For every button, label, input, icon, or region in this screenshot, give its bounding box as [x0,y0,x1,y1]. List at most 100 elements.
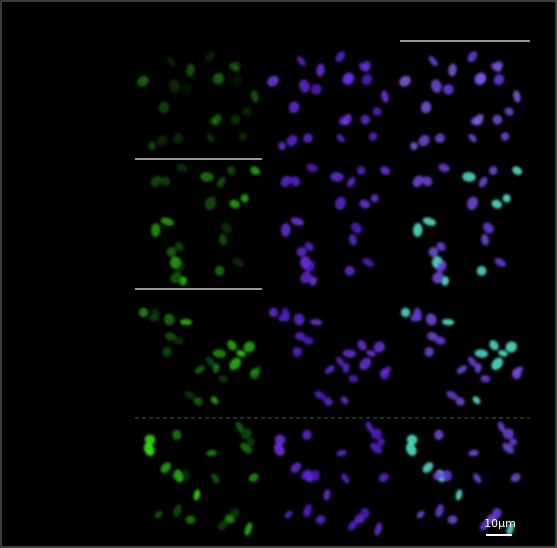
nucleus [162,346,172,357]
nucleus [250,366,262,376]
nucleus [436,260,447,273]
nucleus [406,434,418,445]
nucleus [229,199,241,209]
nucleus [363,60,371,70]
nucleus [502,194,511,203]
nucleus [284,510,293,519]
nucleus [365,421,374,433]
nucleus [472,396,481,405]
nucleus [348,375,359,383]
nucleus [229,507,240,519]
nuclei-layer [137,51,524,536]
nucleus [303,336,314,345]
nucleus [436,241,446,251]
nucleus [455,489,463,501]
nucleus [324,365,335,374]
nucleus [468,449,479,457]
nucleus [170,271,183,284]
nucleus [505,341,518,353]
nucleus [216,176,226,188]
nucleus [244,522,253,536]
nucleus [491,507,502,519]
nucleus [495,60,503,70]
nucleus [433,470,443,481]
nucleus [502,428,514,440]
nucleus [292,346,302,357]
nucleus [447,515,458,524]
nucleus [467,51,478,63]
nucleus [227,340,237,351]
nucleus [335,356,346,367]
nucleus [478,176,488,188]
nucleus [309,469,320,482]
nucleus [497,421,506,433]
nucleus [173,504,182,518]
nucleus [360,114,371,125]
nucleus [296,56,306,67]
nucleus [274,434,286,445]
nucleus [176,163,188,173]
nucleus [424,346,434,357]
nucleus [434,429,444,440]
nucleus [310,84,322,95]
nucleus [304,260,315,273]
nucleus [280,175,292,188]
nucleus [456,365,467,374]
nucleus [481,234,489,246]
nucleus [174,241,184,251]
nucleus [323,397,333,406]
nucleus [410,141,418,151]
nucleus [426,332,438,341]
nucleus [206,134,215,143]
nucleus [468,134,477,143]
nucleus [156,134,168,147]
nucleus [448,63,457,77]
nucleus [336,134,345,143]
nucleus [299,79,310,93]
nucleus [422,176,433,187]
nucleus [268,307,279,318]
nucleus [240,194,249,203]
nucleus [212,349,227,358]
nucleus [316,63,325,77]
nucleus [362,258,375,267]
nucleus [373,341,386,353]
nucleus [446,390,458,400]
nucleus [377,438,386,447]
nucleus [491,199,503,209]
nucleus [231,74,243,86]
nucleus [166,56,176,67]
nucleus [300,271,313,284]
nucleus [278,141,286,151]
nucleus [150,175,162,188]
nucleus [186,63,195,77]
nucleus [441,318,455,326]
nucleus [489,166,498,175]
nucleus [204,196,217,210]
nucleus [174,260,185,273]
nucleus [502,442,515,454]
nucleus [229,357,242,371]
nucleus [205,51,216,63]
nucleus [163,313,175,326]
nucleus [137,75,149,87]
nucleus [160,462,172,473]
nucleus [211,473,220,484]
nucleus [160,217,174,226]
nucleus [148,313,157,322]
nucleus [374,522,383,536]
nucleus [399,75,411,87]
nucleus [462,172,476,182]
nucleus [513,90,521,103]
nucleus [425,313,437,326]
nucleus [370,194,379,203]
nucleus [233,60,241,70]
nucleus [330,172,344,182]
nucleus [405,442,417,456]
nucleus [475,72,487,84]
nucleus [492,114,503,125]
nucleus [250,166,261,176]
nucleus [171,470,181,481]
nucleus [432,271,445,284]
nucleus [438,163,450,173]
